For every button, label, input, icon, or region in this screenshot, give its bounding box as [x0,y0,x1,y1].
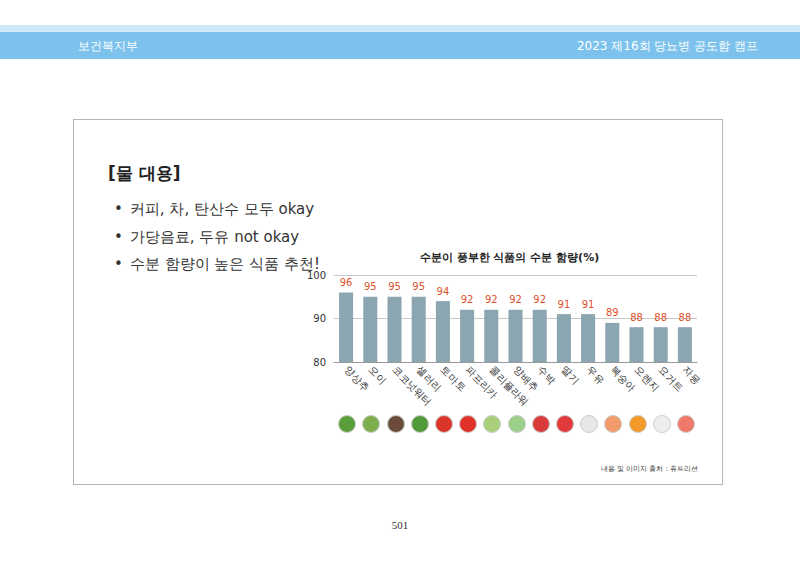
svg-text:셀러리: 셀러리 [415,364,444,393]
svg-text:양배추: 양배추 [512,364,541,393]
svg-text:양상추: 양상추 [342,364,371,393]
svg-text:89: 89 [606,307,619,318]
svg-text:88: 88 [679,312,692,323]
svg-text:92: 92 [533,294,546,305]
html-text:[물 대용]: [물 대용] [108,163,181,183]
svg-text:92: 92 [461,294,474,305]
html-text:가당음료, 두유 not okay: 가당음료, 두유 not okay [129,227,300,246]
svg-text:딸기: 딸기 [560,364,582,386]
svg-text:91: 91 [582,299,595,310]
svg-text:수분이 풍부한 식품의 수분 함량(%): 수분이 풍부한 식품의 수분 함량(%) [420,251,599,264]
svg-text:92: 92 [485,294,498,305]
html-text:보건복지부: 보건복지부 [78,39,138,53]
svg-text:100: 100 [307,270,326,281]
svg-text:96: 96 [340,277,353,288]
svg-text:콜리플라워: 콜리플라워 [487,364,531,408]
svg-text:92: 92 [509,294,522,305]
svg-text:자몽: 자몽 [681,364,703,386]
html-text:내용 및 이미지 출처 : 휴트리션: 내용 및 이미지 출처 : 휴트리션 [600,465,698,473]
html-text:501: 501 [391,519,409,531]
svg-text:94: 94 [437,286,450,297]
svg-text:95: 95 [412,281,425,292]
svg-text:수박: 수박 [536,364,558,386]
svg-text:80: 80 [313,357,326,368]
svg-text:오이: 오이 [366,364,388,386]
svg-text:88: 88 [654,312,667,323]
svg-text:95: 95 [364,281,377,292]
svg-text:91: 91 [558,299,571,310]
svg-text:토마토: 토마토 [439,364,468,393]
html-text:커피, 차, 탄산수 모두 okay: 커피, 차, 탄산수 모두 okay [129,200,315,218]
html-text:2023 제16회 당뇨병 공도함 캠프: 2023 제16회 당뇨병 공도함 캠프 [576,39,758,53]
svg-text:95: 95 [388,281,401,292]
svg-text:요거트: 요거트 [657,364,686,393]
svg-text:90: 90 [313,313,326,324]
svg-text:파프리카: 파프리카 [463,364,500,401]
html-text:수분 함량이 높은 식품 추천!: 수분 함량이 높은 식품 추천! [129,255,320,273]
svg-text:오렌지: 오렌지 [633,364,662,393]
svg-text:코코넛워터: 코코넛워터 [390,364,434,408]
svg-text:88: 88 [630,312,643,323]
svg-text:복숭아: 복숭아 [608,364,637,393]
svg-text:우유: 우유 [584,364,606,386]
